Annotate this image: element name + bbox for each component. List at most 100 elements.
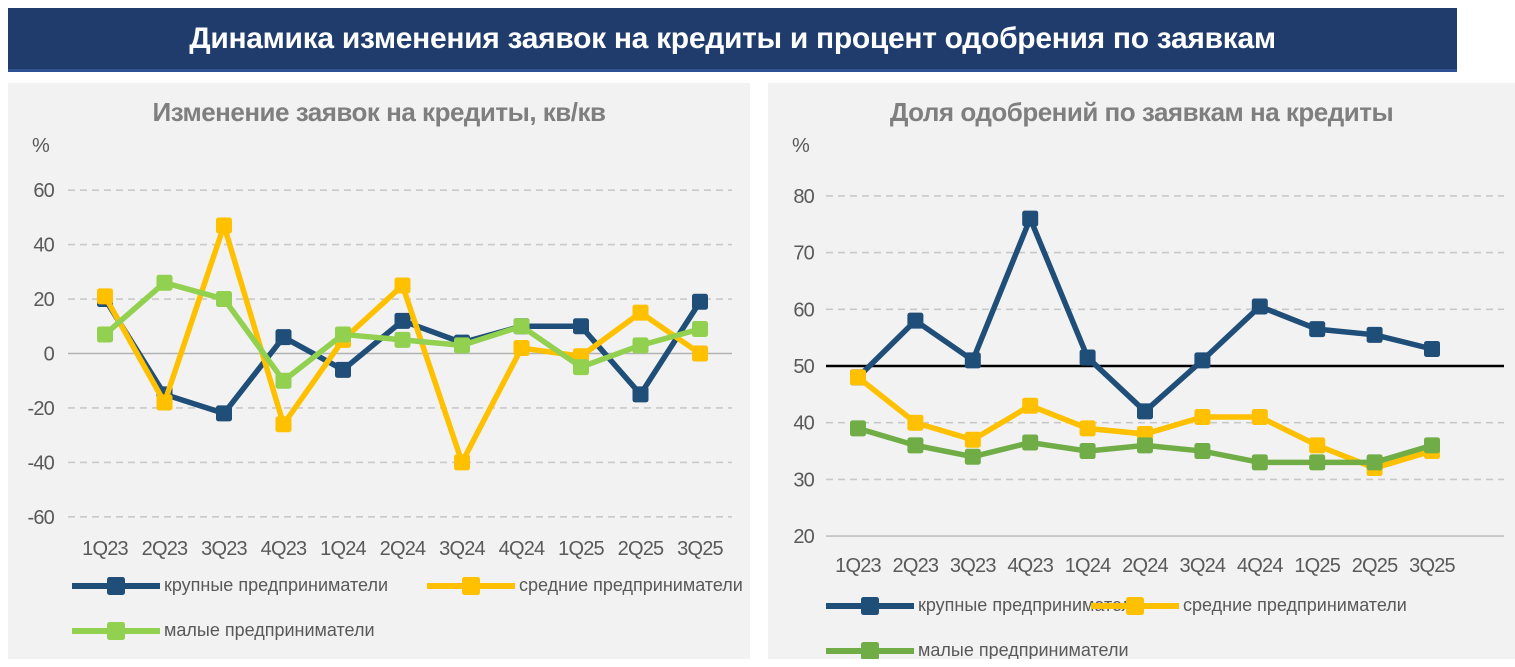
legend-item-series-2: малые предприниматели	[72, 620, 427, 641]
data-point-marker	[97, 288, 113, 305]
x-tick-label: 1Q25	[558, 538, 604, 560]
line-chart-applications-change: 60 40 20 0 -20 -40 -60 1Q23 2Q23 3Q23 4Q23 1Q24 2Q24…	[27, 180, 732, 560]
x-axis-labels: 1Q23 2Q23 3Q23 4Q23 1Q24 2Q24 3Q24 4Q24 1Q25 2Q25…	[82, 538, 724, 560]
x-tick-label: 1Q25	[1294, 555, 1340, 577]
data-point-marker	[907, 414, 924, 431]
data-point-marker	[513, 340, 530, 357]
y-tick-label: 40	[33, 235, 54, 257]
data-point-marker	[394, 312, 411, 329]
data-point-marker	[275, 372, 292, 389]
y-axis-unit-label: %	[32, 135, 50, 157]
x-tick-label: 4Q24	[499, 538, 545, 560]
data-point-marker	[692, 345, 708, 362]
data-point-marker	[850, 420, 866, 437]
data-point-marker	[1424, 340, 1440, 357]
data-point-marker	[1137, 403, 1153, 420]
data-point-marker	[216, 405, 232, 422]
chart-panel-applications-change: Изменение заявок на кредиты, кв/кв % 60 4…	[8, 83, 750, 659]
data-point-marker	[1079, 420, 1096, 437]
x-tick-label: 1Q24	[1065, 555, 1111, 577]
data-point-marker	[692, 293, 708, 310]
legend-item-series-1: средние предприниматели	[1091, 595, 1407, 616]
data-point-marker	[964, 352, 981, 369]
legend-item-series-0: крупные предприниматели	[72, 575, 427, 596]
data-point-marker	[1022, 397, 1039, 414]
legend-label: малые предприниматели	[918, 640, 1129, 659]
data-point-marker	[1194, 409, 1211, 426]
data-point-marker	[97, 326, 113, 343]
legend-label: средние предприниматели	[519, 575, 743, 595]
x-tick-label: 2Q25	[618, 538, 664, 560]
data-point-marker	[1022, 210, 1039, 227]
data-point-marker	[335, 361, 351, 378]
series-2	[850, 420, 1440, 471]
x-tick-label: 1Q23	[82, 538, 128, 560]
data-point-marker	[1251, 298, 1268, 315]
data-point-marker	[1309, 321, 1326, 338]
legend-label: крупные предприниматели	[918, 595, 1143, 615]
y-tick-label: 70	[793, 243, 814, 265]
chart-title: Изменение заявок на кредиты, кв/кв	[152, 97, 607, 127]
series-0	[850, 210, 1440, 420]
y-tick-label: 60	[793, 299, 814, 321]
x-tick-label: 2Q24	[380, 538, 426, 560]
y-tick-label: -40	[27, 452, 54, 474]
chart-panel-approval-share: Доля одобрений по заявкам на кредиты % 8…	[768, 83, 1515, 659]
data-point-marker	[1022, 434, 1039, 451]
data-point-marker	[394, 277, 411, 294]
legend-marker-icon	[1091, 596, 1179, 615]
data-point-marker	[964, 448, 981, 465]
data-point-marker	[1079, 443, 1096, 460]
data-point-marker	[632, 386, 649, 403]
legend-marker-icon	[72, 576, 160, 595]
x-tick-label: 3Q24	[439, 538, 485, 560]
x-tick-label: 3Q23	[950, 555, 996, 577]
data-point-marker	[1251, 454, 1268, 471]
y-axis-unit-label: %	[792, 135, 810, 157]
data-point-marker	[573, 359, 589, 376]
x-tick-label: 2Q23	[893, 555, 939, 577]
y-tick-label: 50	[793, 356, 814, 378]
data-point-marker	[907, 437, 924, 454]
legend-item-series-2: малые предприниматели	[826, 640, 1129, 659]
series-2	[97, 274, 708, 389]
data-point-marker	[850, 369, 866, 386]
line-chart-approval-share: 80 70 60 50 40 30 20 1Q23 2Q23 3Q23 4Q23 1Q24 2Q24 3Q…	[793, 186, 1504, 577]
header-banner: Динамика изменения заявок на кредиты и п…	[8, 8, 1457, 72]
legend-marker-icon	[72, 621, 160, 640]
data-point-marker	[1366, 326, 1383, 343]
y-tick-label: 20	[33, 289, 54, 311]
legend-marker-icon	[826, 596, 914, 615]
data-point-marker	[1309, 437, 1326, 454]
x-tick-label: 3Q25	[677, 538, 723, 560]
legend-label: средние предприниматели	[1183, 595, 1407, 615]
data-point-marker	[454, 337, 470, 354]
x-axis-labels: 1Q23 2Q23 3Q23 4Q23 1Q24 2Q24 3Q24 4Q24 1Q25 2Q25…	[835, 555, 1456, 577]
legend-label: крупные предприниматели	[164, 575, 389, 595]
y-tick-label: -60	[27, 507, 54, 529]
data-point-marker	[1194, 352, 1211, 369]
data-point-marker	[632, 304, 649, 321]
data-point-marker	[156, 394, 173, 411]
x-tick-label: 3Q24	[1180, 555, 1226, 577]
y-tick-label: -20	[27, 398, 54, 420]
x-tick-label: 2Q24	[1122, 555, 1168, 577]
x-tick-label: 1Q24	[320, 538, 366, 560]
data-point-marker	[275, 329, 292, 346]
x-tick-label: 4Q23	[1007, 555, 1053, 577]
chart-legend: крупные предприниматели средние предприни…	[72, 575, 743, 641]
legend-item-series-0: крупные предприниматели	[826, 595, 1142, 616]
y-tick-label: 0	[44, 344, 55, 366]
data-point-marker	[454, 454, 470, 471]
data-point-marker	[632, 337, 649, 354]
x-tick-label: 1Q23	[835, 555, 881, 577]
data-point-marker	[394, 331, 411, 348]
data-point-marker	[1079, 349, 1096, 366]
data-point-marker	[907, 312, 924, 329]
data-point-marker	[513, 318, 530, 335]
data-point-marker	[1194, 443, 1211, 460]
data-point-marker	[1309, 454, 1326, 471]
y-tick-label: 60	[33, 180, 54, 202]
data-point-marker	[573, 318, 589, 335]
data-point-marker	[1366, 454, 1383, 471]
